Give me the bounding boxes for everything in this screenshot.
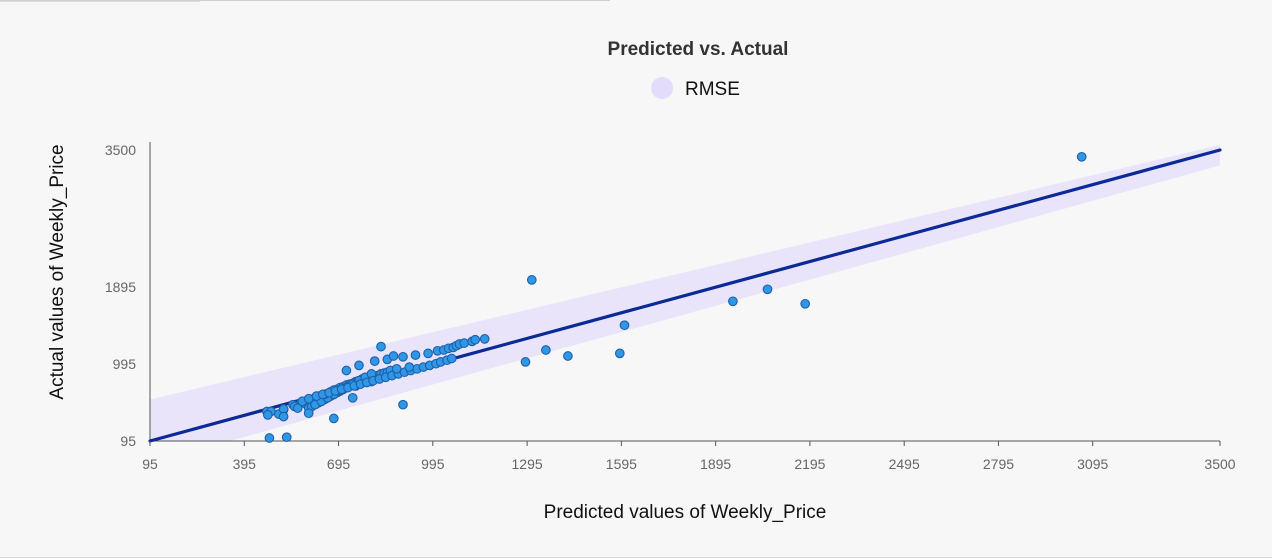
data-point[interactable] [423, 348, 433, 359]
data-point[interactable] [619, 320, 630, 331]
x-tick-label: 995 [421, 456, 445, 472]
x-tick-label: 2795 [983, 456, 1014, 472]
x-tick-label: 2195 [794, 456, 825, 472]
data-point[interactable] [292, 403, 303, 413]
data-point[interactable] [728, 296, 738, 307]
data-point[interactable] [388, 351, 399, 361]
x-tick-label: 1895 [700, 456, 731, 472]
top-divider-secondary [0, 1, 200, 2]
data-point[interactable] [446, 353, 457, 364]
x-tick-label: 3500 [1204, 456, 1235, 472]
x-tick-label: 1295 [512, 456, 543, 472]
data-point[interactable] [354, 360, 364, 371]
data-point[interactable] [800, 298, 811, 309]
data-point[interactable] [278, 411, 289, 422]
legend-rmse-label: RMSE [685, 79, 740, 100]
data-point[interactable] [410, 350, 421, 360]
y-tick-label: 3500 [105, 142, 136, 158]
data-point[interactable] [262, 410, 273, 420]
data-point[interactable] [341, 365, 352, 376]
legend-rmse-swatch [651, 77, 673, 99]
legend[interactable]: RMSE [651, 77, 740, 100]
y-tick-label: 1895 [105, 279, 136, 295]
data-point[interactable] [391, 363, 402, 374]
data-point[interactable] [520, 357, 531, 367]
x-axis-label: Predicted values of Weekly_Price [544, 502, 827, 523]
data-point[interactable] [459, 338, 470, 348]
data-point[interactable] [398, 351, 408, 362]
data-point[interactable] [303, 408, 314, 419]
x-tick-label: 695 [327, 456, 351, 472]
x-tick-label: 95 [142, 456, 158, 472]
data-point[interactable] [376, 341, 386, 352]
data-point[interactable] [563, 351, 573, 361]
chart-title: Predicted vs. Actual [608, 39, 789, 60]
y-tick-label: 95 [120, 433, 136, 449]
y-axis-label: Actual values of Weekly_Price [47, 144, 68, 399]
data-point[interactable] [1076, 151, 1087, 162]
x-tick-label: 1595 [606, 456, 637, 472]
top-divider [0, 0, 610, 1]
data-point[interactable] [526, 275, 537, 285]
data-point[interactable] [398, 399, 408, 410]
data-point[interactable] [347, 392, 358, 403]
data-point[interactable] [614, 348, 625, 359]
data-point[interactable] [369, 356, 380, 366]
data-point[interactable] [404, 362, 415, 372]
y-tick-label: 995 [113, 356, 137, 372]
x-tick-label: 3095 [1077, 456, 1108, 472]
x-tick-label: 2495 [889, 456, 920, 472]
data-point[interactable] [762, 284, 773, 295]
data-point[interactable] [470, 334, 481, 345]
data-point[interactable] [281, 432, 292, 443]
x-tick-label: 395 [233, 456, 257, 472]
data-point[interactable] [328, 413, 339, 424]
data-point[interactable] [264, 433, 275, 443]
data-point[interactable] [479, 334, 490, 344]
data-point[interactable] [541, 345, 551, 355]
